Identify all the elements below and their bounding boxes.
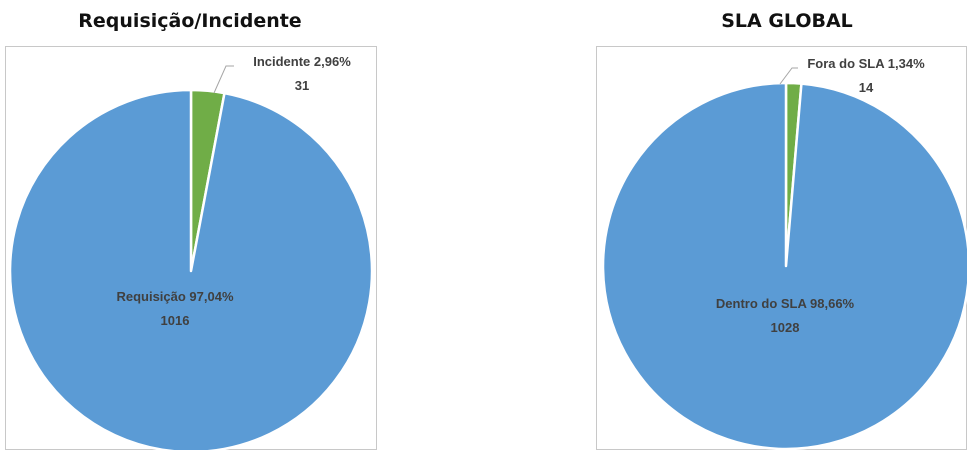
chart-2-slice-dentro-do-sla [601,81,967,450]
chart-1-leader-line [213,65,234,94]
chart-1-value-requisi-o: 1016 [161,313,190,328]
chart-1-slice-requisi-o [8,88,374,450]
chart-2-title: SLA GLOBAL [721,10,853,32]
chart-1-value-incidente: 31 [295,78,309,93]
chart-1-label-incidente: Incidente 2,96% [253,54,351,69]
chart-2-value-dentro-do-sla: 1028 [771,320,800,335]
chart-1-label-requisi-o: Requisição 97,04% [116,289,233,304]
chart-2-label-fora-do-sla: Fora do SLA 1,34% [807,56,925,71]
chart-2-leader-line [779,67,798,85]
chart-1-title: Requisição/Incidente [78,10,302,32]
chart-2-label-dentro-do-sla: Dentro do SLA 98,66% [716,296,855,311]
chart-2-value-fora-do-sla: 14 [859,80,874,95]
